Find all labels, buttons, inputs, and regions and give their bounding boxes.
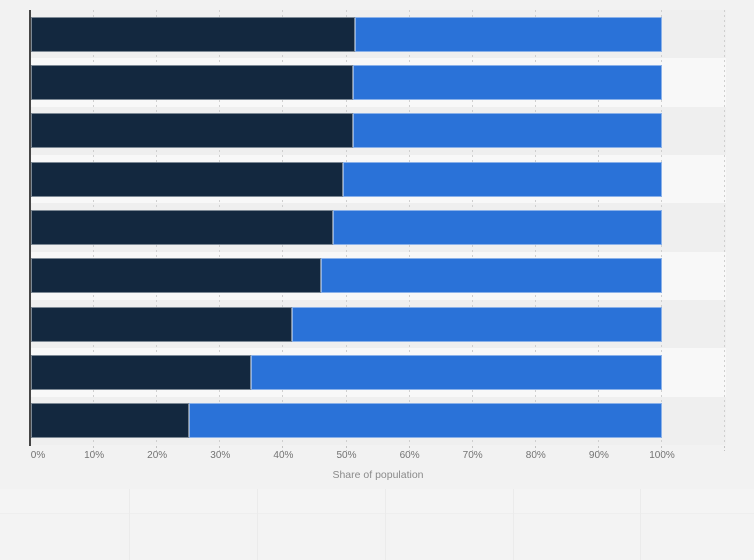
bar-row [31, 16, 662, 52]
bar-segment-dark-navy[interactable] [31, 306, 292, 342]
bar-row [31, 161, 662, 197]
bar-segment-blue[interactable] [291, 306, 662, 342]
bar-row [31, 113, 662, 149]
bar-segment-dark-navy[interactable] [31, 355, 252, 390]
bar-segment-blue[interactable] [251, 355, 662, 390]
x-axis-tick [156, 446, 158, 451]
footer-strip [0, 489, 754, 513]
bar-row [31, 258, 662, 294]
x-axis-tick-label: 10% [84, 450, 105, 461]
bar-segment-dark-navy[interactable] [31, 258, 321, 294]
x-axis-tick-label: 0% [30, 450, 46, 461]
x-axis-tick [408, 446, 410, 451]
footer-divider [129, 489, 130, 560]
footer-divider [640, 489, 641, 560]
bar-row [31, 210, 662, 245]
plot-area [30, 10, 726, 445]
y-axis-line [29, 10, 31, 446]
x-axis-tick [219, 446, 221, 451]
bar-row [31, 355, 662, 390]
bar-segment-dark-navy[interactable] [31, 403, 190, 439]
bar-segment-dark-navy[interactable] [31, 16, 356, 52]
x-axis-tick [724, 446, 726, 451]
footer-area [0, 513, 754, 560]
x-axis-tick [534, 446, 536, 451]
bar-segment-blue[interactable] [333, 210, 662, 245]
bar-segment-blue[interactable] [189, 403, 662, 439]
bar-segment-blue[interactable] [353, 65, 662, 100]
gridline [724, 10, 726, 445]
x-axis-tick [661, 446, 662, 451]
x-axis-tick-label: 50% [336, 450, 357, 461]
x-axis-tick-label: 100% [649, 450, 675, 461]
x-axis-tick [282, 446, 284, 451]
x-axis-tick-label: 80% [525, 450, 546, 461]
x-axis-title: Share of population [332, 469, 424, 481]
x-axis-tick [93, 446, 95, 451]
footer-divider [257, 489, 258, 560]
bar-segment-dark-navy[interactable] [31, 210, 334, 245]
x-axis-tick-label: 20% [147, 450, 168, 461]
bar-segment-dark-navy[interactable] [31, 161, 343, 197]
x-axis-tick-label: 30% [210, 450, 231, 461]
bar-segment-blue[interactable] [342, 161, 662, 197]
x-axis-tick-label: 70% [462, 450, 483, 461]
bar-segment-blue[interactable] [355, 16, 662, 52]
bar-segment-dark-navy[interactable] [31, 65, 354, 100]
bar-segment-blue[interactable] [353, 113, 662, 149]
x-axis-tick [345, 446, 347, 451]
footer-divider [385, 489, 386, 560]
bar-row [31, 65, 662, 100]
x-axis-tick [471, 446, 473, 451]
x-axis-tick-label: 40% [273, 450, 294, 461]
bar-row [31, 403, 662, 439]
bar-row [31, 306, 662, 342]
x-axis-tick [597, 446, 599, 451]
bar-segment-blue[interactable] [320, 258, 662, 294]
footer-divider [513, 489, 514, 560]
x-axis-tick-label: 90% [588, 450, 609, 461]
x-axis-tick-label: 60% [399, 450, 420, 461]
bar-segment-dark-navy[interactable] [31, 113, 354, 149]
